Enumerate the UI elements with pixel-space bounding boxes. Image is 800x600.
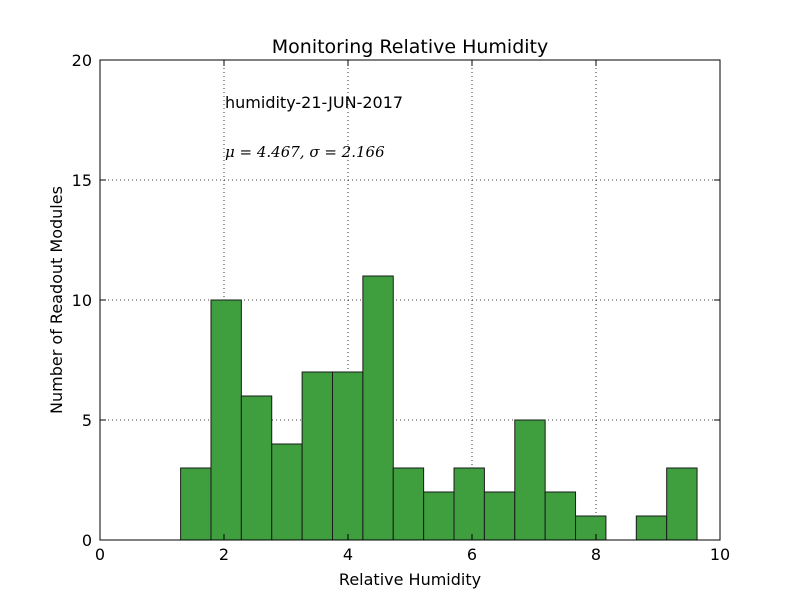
chart-title: Monitoring Relative Humidity [272,36,548,58]
annotation-stats: μ = 4.467, σ = 2.166 [225,143,385,161]
histogram-bar [271,443,303,541]
histogram-bar [575,515,607,541]
x-tick-label: 2 [219,545,229,564]
histogram-bar [514,419,546,541]
x-tick-label: 4 [343,545,353,564]
annotation-date: humidity-21-JUN-2017 [225,93,403,112]
histogram-bar [240,395,273,541]
grid-lines [100,60,720,540]
histogram-bar [210,299,242,541]
histogram-bar [544,491,577,541]
y-tick-label: 20 [72,51,92,70]
y-tick-label: 0 [82,531,92,550]
x-tick-label: 0 [95,545,105,564]
axis-ticks: 0 2 4 6 8 10 0 5 10 15 20 [72,51,731,564]
y-tick-label: 15 [72,171,92,190]
y-tick-label: 5 [82,411,92,430]
histogram-bar [301,371,333,541]
x-tick-label: 10 [710,545,730,564]
x-tick-label: 6 [467,545,477,564]
x-tick-label: 8 [591,545,601,564]
histogram-bar [332,371,364,541]
histogram-bar [423,491,455,541]
histogram-bar [666,467,698,541]
y-axis-label: Number of Readout Modules [47,186,66,414]
histogram-bars [180,275,698,541]
histogram-bar [180,467,212,541]
histogram-bar [392,467,425,541]
histogram-bar [483,491,516,541]
y-tick-label: 10 [72,291,92,310]
histogram-bar [362,275,394,541]
x-axis-label: Relative Humidity [339,570,481,589]
histogram-bar [635,515,668,541]
histogram-bar [453,467,485,541]
